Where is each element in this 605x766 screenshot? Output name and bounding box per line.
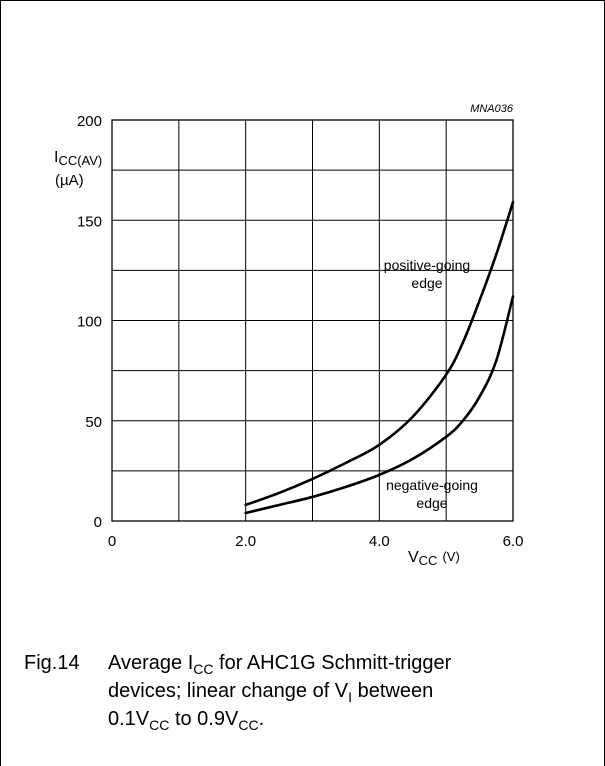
caption-line-1: Average ICC for AHC1G Schmitt-trigger — [108, 652, 452, 677]
grid — [111, 119, 514, 522]
chart: 0 50 100 150 200 0 2.0 4.0 6.0 MNA036 ICC(AV) (… — [54, 103, 524, 568]
y-tick-label: 50 — [85, 414, 102, 431]
series-label-positive-line2: edge — [411, 275, 442, 291]
series-line-negative-going — [244, 295, 515, 515]
frame-left-border — [0, 0, 1, 766]
y-tick-label: 200 — [77, 113, 102, 130]
frame-top-border — [0, 0, 605, 1]
y-tick-label: 0 — [94, 514, 102, 531]
x-tick-label: 2.0 — [235, 533, 256, 550]
caption-figure-number: Fig.14 — [24, 652, 80, 674]
caption-line-2: devices; linear change of VI between — [108, 680, 434, 705]
y-tick-labels: 0 50 100 150 200 — [77, 113, 102, 531]
y-axis-unit: (µA) — [55, 172, 84, 189]
x-tick-labels: 0 2.0 4.0 6.0 — [108, 533, 524, 550]
plot-border — [111, 119, 514, 522]
caption-text: Average ICC for AHC1G Schmitt-trigger de… — [108, 650, 568, 734]
y-axis-label: ICC(AV) — [54, 149, 102, 168]
series-label-positive-line1: positive-going — [384, 257, 470, 273]
x-tick-label: 6.0 — [503, 533, 524, 550]
x-axis-label: VCC (V) — [408, 549, 460, 568]
series-label-negative: negative-going edge — [386, 477, 478, 511]
y-tick-label: 150 — [77, 213, 102, 230]
caption-line-3: 0.1VCC to 0.9VCC. — [108, 708, 265, 733]
x-tick-label: 0 — [108, 533, 116, 550]
x-tick-label: 4.0 — [369, 533, 390, 550]
series-label-negative-line1: negative-going — [386, 477, 478, 493]
figure-code: MNA036 — [470, 103, 514, 115]
series-lines — [244, 200, 515, 515]
series-line-positive-going — [244, 200, 515, 507]
series-label-negative-line2: edge — [416, 495, 447, 511]
y-tick-label: 100 — [77, 314, 102, 331]
series-label-positive: positive-going edge — [384, 257, 470, 291]
